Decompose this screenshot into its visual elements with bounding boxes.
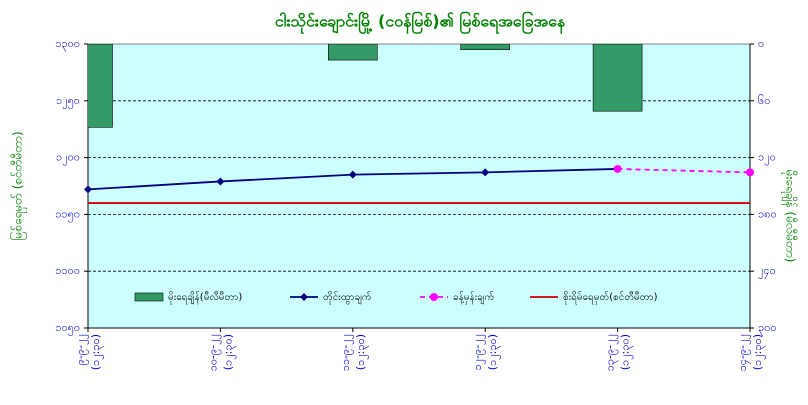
legend-marker <box>430 293 438 301</box>
y-tick-label: ၁၂၀၀ <box>56 151 80 166</box>
y2-axis-label: မိုးရေချိန် (မီလီမီတာ) <box>781 170 799 263</box>
marker <box>348 170 357 179</box>
x-tick-label: ၁၂-၉-၂၂ <box>471 334 486 371</box>
x-tick-label: ၁၁-၉-၂၂ <box>339 334 354 371</box>
x-tick-label: ၁၃-၉-၂၂ <box>604 334 619 371</box>
y2-tick-label: ၂၄၀ <box>758 264 776 279</box>
legend-label: ခန့်မှန်းချက် <box>453 290 494 305</box>
bar <box>88 44 113 128</box>
y2-tick-label: ၁၈၀ <box>758 207 777 220</box>
legend-label: စိုးရိမ်ရေမှတ်(စင်တီမီတာ) <box>563 290 658 305</box>
x-tick-label: ၁၀-၉-၂၂ <box>206 334 221 371</box>
y-tick-label: ၁၂၅၀ <box>56 94 80 109</box>
x-tick-label: (၁၂:၃၀) <box>89 334 104 370</box>
plot-layer <box>88 44 750 204</box>
legend-label: တိုင်းထွာချက် <box>323 290 372 305</box>
y2-tick-label: ၆၀ <box>758 94 770 107</box>
x-tick-label: ၉-၉-၂၂ <box>74 334 89 365</box>
y-tick-label: ၁၁၀၀ <box>55 264 80 277</box>
x-tick-label: (၁၂:၃၀) <box>486 334 501 370</box>
y2-tick-label: ၁၂၀ <box>758 151 776 166</box>
legend-label: မိုးရေချိန်(မီလီမီတာ) <box>168 290 242 305</box>
y2-tick-label: ၀ <box>758 37 764 50</box>
y-axis-label: မြစ်ရေမှတ် (စင်တီမီတာ) <box>9 131 28 240</box>
bar <box>327 44 378 61</box>
x-tick-label: ၁၄-၉-၂၂ <box>736 334 751 371</box>
y-tick-label: ၁၃၀၀ <box>55 37 80 52</box>
x-tick-label: (၁၂:၃၀) <box>619 334 634 370</box>
line <box>617 168 750 174</box>
marker <box>216 177 225 186</box>
bar <box>592 44 643 112</box>
y2-tick-label: ၃၀၀ <box>758 321 777 336</box>
marker <box>613 164 622 173</box>
x-tick-label: (၁၂:၃၀) <box>751 334 766 370</box>
marker <box>84 185 92 194</box>
legend-marker <box>300 293 308 301</box>
bar <box>460 44 511 50</box>
marker <box>746 168 754 177</box>
y-tick-label: ၁၁၅၀ <box>55 207 80 222</box>
legend-swatch <box>134 292 164 302</box>
plot-area <box>87 43 751 329</box>
y-tick-label: ၁၀၅၀ <box>55 321 80 336</box>
marker <box>481 168 490 177</box>
x-tick-label: (၁၂:၃၀) <box>354 334 369 370</box>
x-tick-label: (၁၂:၃၀) <box>221 334 236 370</box>
